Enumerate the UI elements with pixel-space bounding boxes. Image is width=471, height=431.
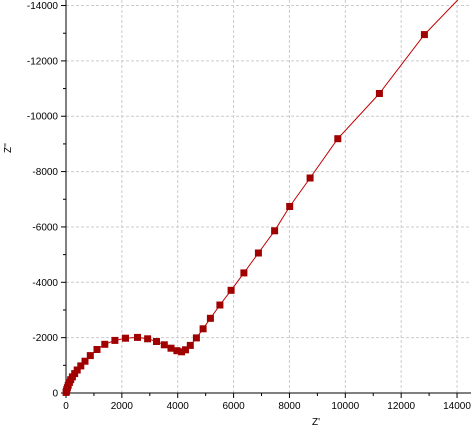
x-tick-label: 10000	[331, 401, 359, 412]
y-tick-label: -8000	[32, 167, 58, 178]
x-tick-label: 2000	[111, 401, 134, 412]
data-point	[178, 348, 186, 356]
data-point	[73, 366, 81, 374]
data-point	[227, 286, 235, 294]
x-tick-label: 8000	[278, 401, 301, 412]
x-axis-label: Z'	[312, 417, 320, 428]
data-point	[306, 174, 314, 182]
data-point	[199, 325, 207, 333]
data-point	[216, 301, 224, 309]
data-point	[206, 314, 214, 322]
data-point	[334, 135, 342, 143]
y-axis-ticks: 0 -2000 -4000 -6000 -8000 -10000 -12000 -14000	[27, 1, 66, 400]
data-point	[81, 357, 89, 365]
x-tick-label: 14000	[443, 401, 471, 412]
data-point	[186, 341, 194, 349]
data-point	[160, 341, 168, 349]
y-tick-label: -12000	[27, 56, 59, 67]
data-point	[254, 249, 262, 257]
data-point	[271, 227, 279, 235]
data-point	[93, 346, 101, 353]
data-point	[111, 336, 119, 344]
data-point	[375, 90, 383, 97]
data-point	[182, 346, 189, 354]
x-tick-label: 0	[63, 401, 69, 412]
data-point	[86, 352, 94, 360]
data-point	[144, 335, 152, 343]
data-point	[420, 31, 428, 39]
data-point	[167, 344, 175, 352]
data-point	[153, 338, 160, 345]
data-point	[192, 334, 200, 342]
axes	[65, 0, 471, 394]
data-point	[77, 362, 85, 370]
y-tick-label: -6000	[32, 222, 58, 233]
data-point	[134, 333, 141, 341]
y-tick-label: 0	[52, 389, 58, 400]
x-tick-label: 4000	[167, 401, 190, 412]
y-tick-label: -4000	[32, 278, 58, 289]
data-point	[122, 334, 129, 342]
x-axis-ticks: 0 2000 4000 6000 8000 10000 12000 14000	[63, 393, 471, 412]
x-tick-label: 12000	[387, 401, 415, 412]
data-series	[62, 0, 459, 396]
data-point	[286, 203, 294, 210]
y-axis-label: Z''	[3, 143, 14, 153]
y-tick-label: -2000	[32, 333, 58, 344]
series-line	[65, 0, 459, 393]
grid-lines	[66, 0, 471, 393]
y-tick-label: -14000	[27, 1, 59, 12]
y-tick-label: -10000	[27, 112, 59, 123]
data-point	[173, 347, 181, 355]
data-point	[71, 370, 79, 378]
x-tick-label: 6000	[222, 401, 245, 412]
data-point	[240, 269, 248, 277]
data-point	[101, 340, 109, 348]
